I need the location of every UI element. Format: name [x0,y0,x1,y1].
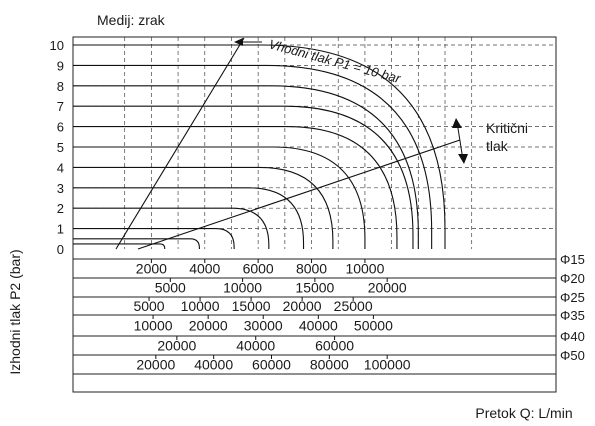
critical-arrow-up [452,118,462,128]
scale-tick-label: 100000 [364,357,411,373]
y-tick-label: 1 [57,222,64,237]
y-tick-label: 9 [57,58,64,73]
pressure-curve-3 [73,105,414,249]
pressure-curve-0 [73,44,446,249]
scale-tick-label: 6000 [243,261,274,277]
critical-pressure-label-2: tlak [486,138,509,154]
inlet-pressure-line [115,37,245,250]
scale-tick-label: 20000 [189,318,228,334]
scale-tick-label: 80000 [310,357,349,373]
scale-tick-label: 20000 [157,338,196,354]
scale-tick-label: 5000 [133,298,164,314]
scale-tick-label: 15000 [232,298,271,314]
inlet-pressure-annotation: Vhodni tlak P1 = 10 bar [267,36,402,86]
scale-row-label: Φ40 [560,329,585,344]
pressure-curve-10 [73,238,200,249]
scale-tick-label: 10000 [345,261,384,277]
y-axis-label: Izhodni tlak P2 (bar) [7,249,23,374]
scale-tick-label: 25000 [334,298,373,314]
y-tick-label: 7 [57,99,64,114]
scale-tick-label: 30000 [244,318,283,334]
critical-pressure-label-1: Kritični [486,120,528,136]
critical-arrow-shaft [456,121,464,161]
pressure-curve-1 [73,64,433,249]
scale-tick-label: 20000 [283,298,322,314]
pressure-curve-2 [73,85,419,249]
scale-row-label: Φ35 [560,308,585,323]
y-tick-label: 8 [57,79,64,94]
chart-frame [72,36,557,393]
pressure-curve-4 [73,126,398,249]
scale-tick-label: 60000 [252,357,291,373]
reference-lines [115,37,468,250]
scale-tick-label: 10000 [134,318,173,334]
critical-pressure-line [137,139,461,250]
y-tick-label: 4 [57,160,64,175]
critical-arrow-down [458,154,468,164]
scale-tick-label: 40000 [236,338,275,354]
scale-row-label: Φ25 [560,290,585,305]
x-axis-label: Pretok Q: L/min [475,405,572,421]
pressure-curve-11 [73,243,166,249]
scale-row-label: Φ20 [560,271,585,286]
y-tick-label: 0 [57,242,64,257]
y-tick-label: 5 [57,140,64,155]
y-tick-label: 6 [57,120,64,135]
grid-lines [73,37,556,249]
y-tick-label: 10 [50,38,64,53]
scale-row-label: Φ15 [560,252,585,267]
scale-tick-label: 10000 [223,280,262,296]
scale-tick-label: 60000 [315,338,354,354]
scale-tick-label: 20000 [136,357,175,373]
inlet-pointer-arrow [234,38,243,46]
scale-tick-label: 5000 [155,280,186,296]
pressure-curve-6 [73,166,334,249]
scale-tick-label: 20000 [368,280,407,296]
scale-tick-label: 10000 [181,298,220,314]
scale-tick-label: 15000 [295,280,334,296]
plot-border [72,36,557,393]
y-tick-label: 3 [57,181,64,196]
y-tick-label: 2 [57,201,64,216]
chart-title: Medij: zrak [97,12,166,28]
pressure-curve-9 [73,228,235,249]
scale-tick-label: 8000 [296,261,327,277]
y-tick-labels: 0 1 2 3 4 5 6 7 8 9 10 [50,38,64,257]
pressure-curve-8 [73,207,270,249]
scale-tick-label: 40000 [194,357,233,373]
scale-tick-label: 2000 [136,261,167,277]
scale-tick-label: 50000 [354,318,393,334]
pressure-curve-7 [73,187,305,249]
pressure-curve-5 [73,146,366,249]
scale-tick-label: 4000 [189,261,220,277]
scale-tick-label: 40000 [299,318,338,334]
scale-row-label: Φ50 [560,348,585,363]
pressure-curves [73,44,446,249]
